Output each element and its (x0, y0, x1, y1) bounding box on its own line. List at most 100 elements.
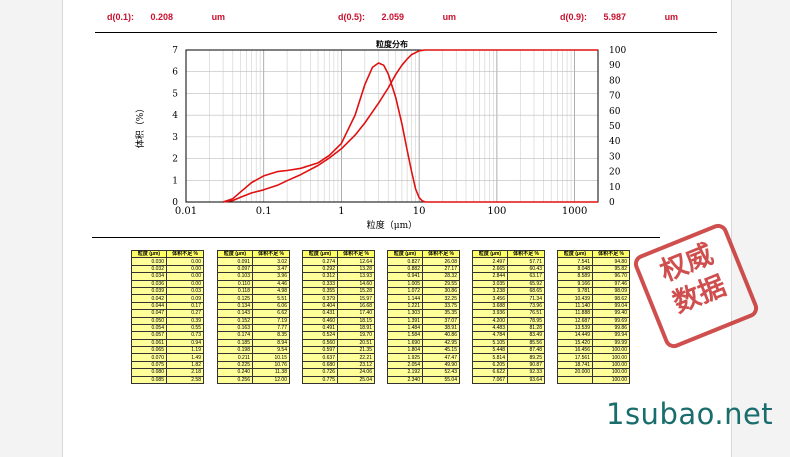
cumulative-cell: 32.25 (422, 294, 460, 303)
table-row: 0.118 4.98 (217, 286, 290, 296)
table-row: 7.541 94.80 (557, 257, 630, 266)
chart-title: 粒度分布 (376, 39, 408, 49)
size-cell: 0.460 (302, 316, 338, 325)
cumulative-cell: 57.71 (507, 257, 545, 266)
distribution-series-line (222, 62, 598, 203)
table-row: 2.844 63.17 (472, 272, 545, 281)
size-cell: 0.080 (131, 368, 167, 377)
size-cell: 0.070 (131, 353, 167, 362)
y-left-tick-label: 3 (172, 133, 178, 143)
table-row: 14.449 99.94 (557, 331, 630, 340)
table-row: 0.034 0.00 (131, 272, 204, 281)
size-cell: 0.379 (302, 294, 338, 303)
table-row: 15.420 99.99 (557, 338, 630, 348)
size-cell: 0.524 (302, 331, 338, 340)
table-row: 0.882 27.17 (387, 264, 460, 274)
cumulative-cell: 85.56 (507, 338, 545, 348)
y-left-tick-label: 4 (172, 111, 178, 121)
size-cell: 0.355 (302, 286, 338, 296)
table-row: 0.680 23.12 (302, 360, 375, 370)
cumulative-cell: 7.19 (252, 316, 290, 325)
table-row: 0.103 3.96 (217, 272, 290, 281)
size-cell: 0.431 (302, 309, 338, 318)
y-right-tick-label: 40 (609, 137, 621, 147)
table-row: 0.032 0.00 (131, 264, 204, 274)
size-cell: 2.497 (472, 257, 508, 266)
cumulative-cell: 90.87 (507, 360, 545, 370)
table-row: 0.198 9.54 (217, 346, 290, 355)
size-cell: 4.200 (472, 316, 508, 325)
size-cell (557, 375, 593, 385)
table-row: 3.238 68.65 (472, 286, 545, 296)
cumulative-cell: 21.35 (337, 346, 375, 355)
d50-value: 2.059 (381, 12, 405, 22)
cumulative-series-line (222, 49, 598, 203)
size-cell: 0.198 (217, 346, 253, 355)
cumulative-cell: 99.86 (592, 323, 630, 333)
size-cell: 1.144 (387, 294, 423, 303)
cumulative-cell: 24.06 (337, 368, 375, 377)
table-row: 0.110 4.46 (217, 279, 290, 288)
cumulative-cell: 0.00 (166, 257, 204, 266)
table-row: 0.047 0.27 (131, 309, 204, 318)
table-row: 4.483 81.28 (472, 323, 545, 333)
size-cell: 0.491 (302, 323, 338, 333)
table-header-row: 粒度 (μm) 体积不足 % (387, 249, 460, 259)
size-cell: 0.775 (302, 375, 338, 385)
y-right-tick-label: 50 (609, 122, 621, 132)
table-row: 0.597 21.35 (302, 346, 375, 355)
y-right-tick-label: 20 (609, 168, 621, 178)
size-cell: 0.143 (217, 309, 253, 318)
cumulative-cell: 27.17 (422, 264, 460, 274)
size-cell: 0.044 (131, 301, 167, 311)
table-row: 13.539 99.86 (557, 323, 630, 333)
cumulative-cell: 100.00 (592, 353, 630, 362)
cumulative-cell: 0.55 (166, 323, 204, 333)
size-cell: 0.637 (302, 353, 338, 362)
table-row: 0.185 8.94 (217, 338, 290, 348)
cumulative-cell: 1.82 (166, 360, 204, 370)
cumulative-cell: 7.77 (252, 323, 290, 333)
size-cell: 2.844 (472, 272, 508, 281)
size-cell: 0.110 (217, 279, 253, 288)
cumulative-cell: 99.04 (592, 301, 630, 311)
size-cell: 0.312 (302, 272, 338, 281)
y-right-tick-label: 100 (609, 46, 626, 56)
table-row: 2.665 60.43 (472, 264, 545, 274)
table-row: 5.105 85.56 (472, 338, 545, 348)
size-header: 粒度 (μm) (387, 249, 423, 259)
cumulative-cell: 71.34 (507, 294, 545, 303)
table-row: 5.814 89.25 (472, 353, 545, 362)
cumulative-cell: 19.70 (337, 331, 375, 340)
size-cell: 14.449 (557, 331, 593, 340)
cumulative-cell: 55.04 (422, 375, 460, 385)
cumulative-cell: 99.99 (592, 338, 630, 348)
table-row: 11.140 99.04 (557, 301, 630, 311)
table-row: 0.054 0.55 (131, 323, 204, 333)
cumulative-cell: 13.93 (337, 272, 375, 281)
size-cell: 11.888 (557, 309, 593, 318)
cumulative-cell: 4.98 (252, 286, 290, 296)
table-row: 1.072 30.86 (387, 286, 460, 296)
size-cell: 9.166 (557, 279, 593, 288)
size-cell: 0.125 (217, 294, 253, 303)
size-cell: 0.211 (217, 353, 253, 362)
cumulative-cell: 89.25 (507, 353, 545, 362)
cumulative-cell: 5.51 (252, 294, 290, 303)
size-cell: 0.726 (302, 368, 338, 377)
table-row: 0.050 0.39 (131, 316, 204, 325)
size-cell: 4.784 (472, 331, 508, 340)
size-cell: 0.827 (387, 257, 423, 266)
table-row: 0.174 8.35 (217, 331, 290, 340)
table-row: 0.312 13.93 (302, 272, 375, 281)
cumulative-header: 体积不足 % (422, 249, 460, 259)
left-background (0, 0, 62, 457)
cumulative-cell: 6.06 (252, 301, 290, 311)
size-cell: 0.174 (217, 331, 253, 340)
table-row: 2.497 57.71 (472, 257, 545, 266)
table-row: 1.925 47.47 (387, 353, 460, 362)
x-tick-label: 100 (487, 206, 506, 217)
y-right-tick-label: 10 (609, 183, 621, 193)
table-row: 1.391 37.07 (387, 316, 460, 325)
size-table-4: 粒度 (μm) 体积不足 % 0.827 26.08 0.882 27.17 0.941 28… (387, 249, 460, 385)
